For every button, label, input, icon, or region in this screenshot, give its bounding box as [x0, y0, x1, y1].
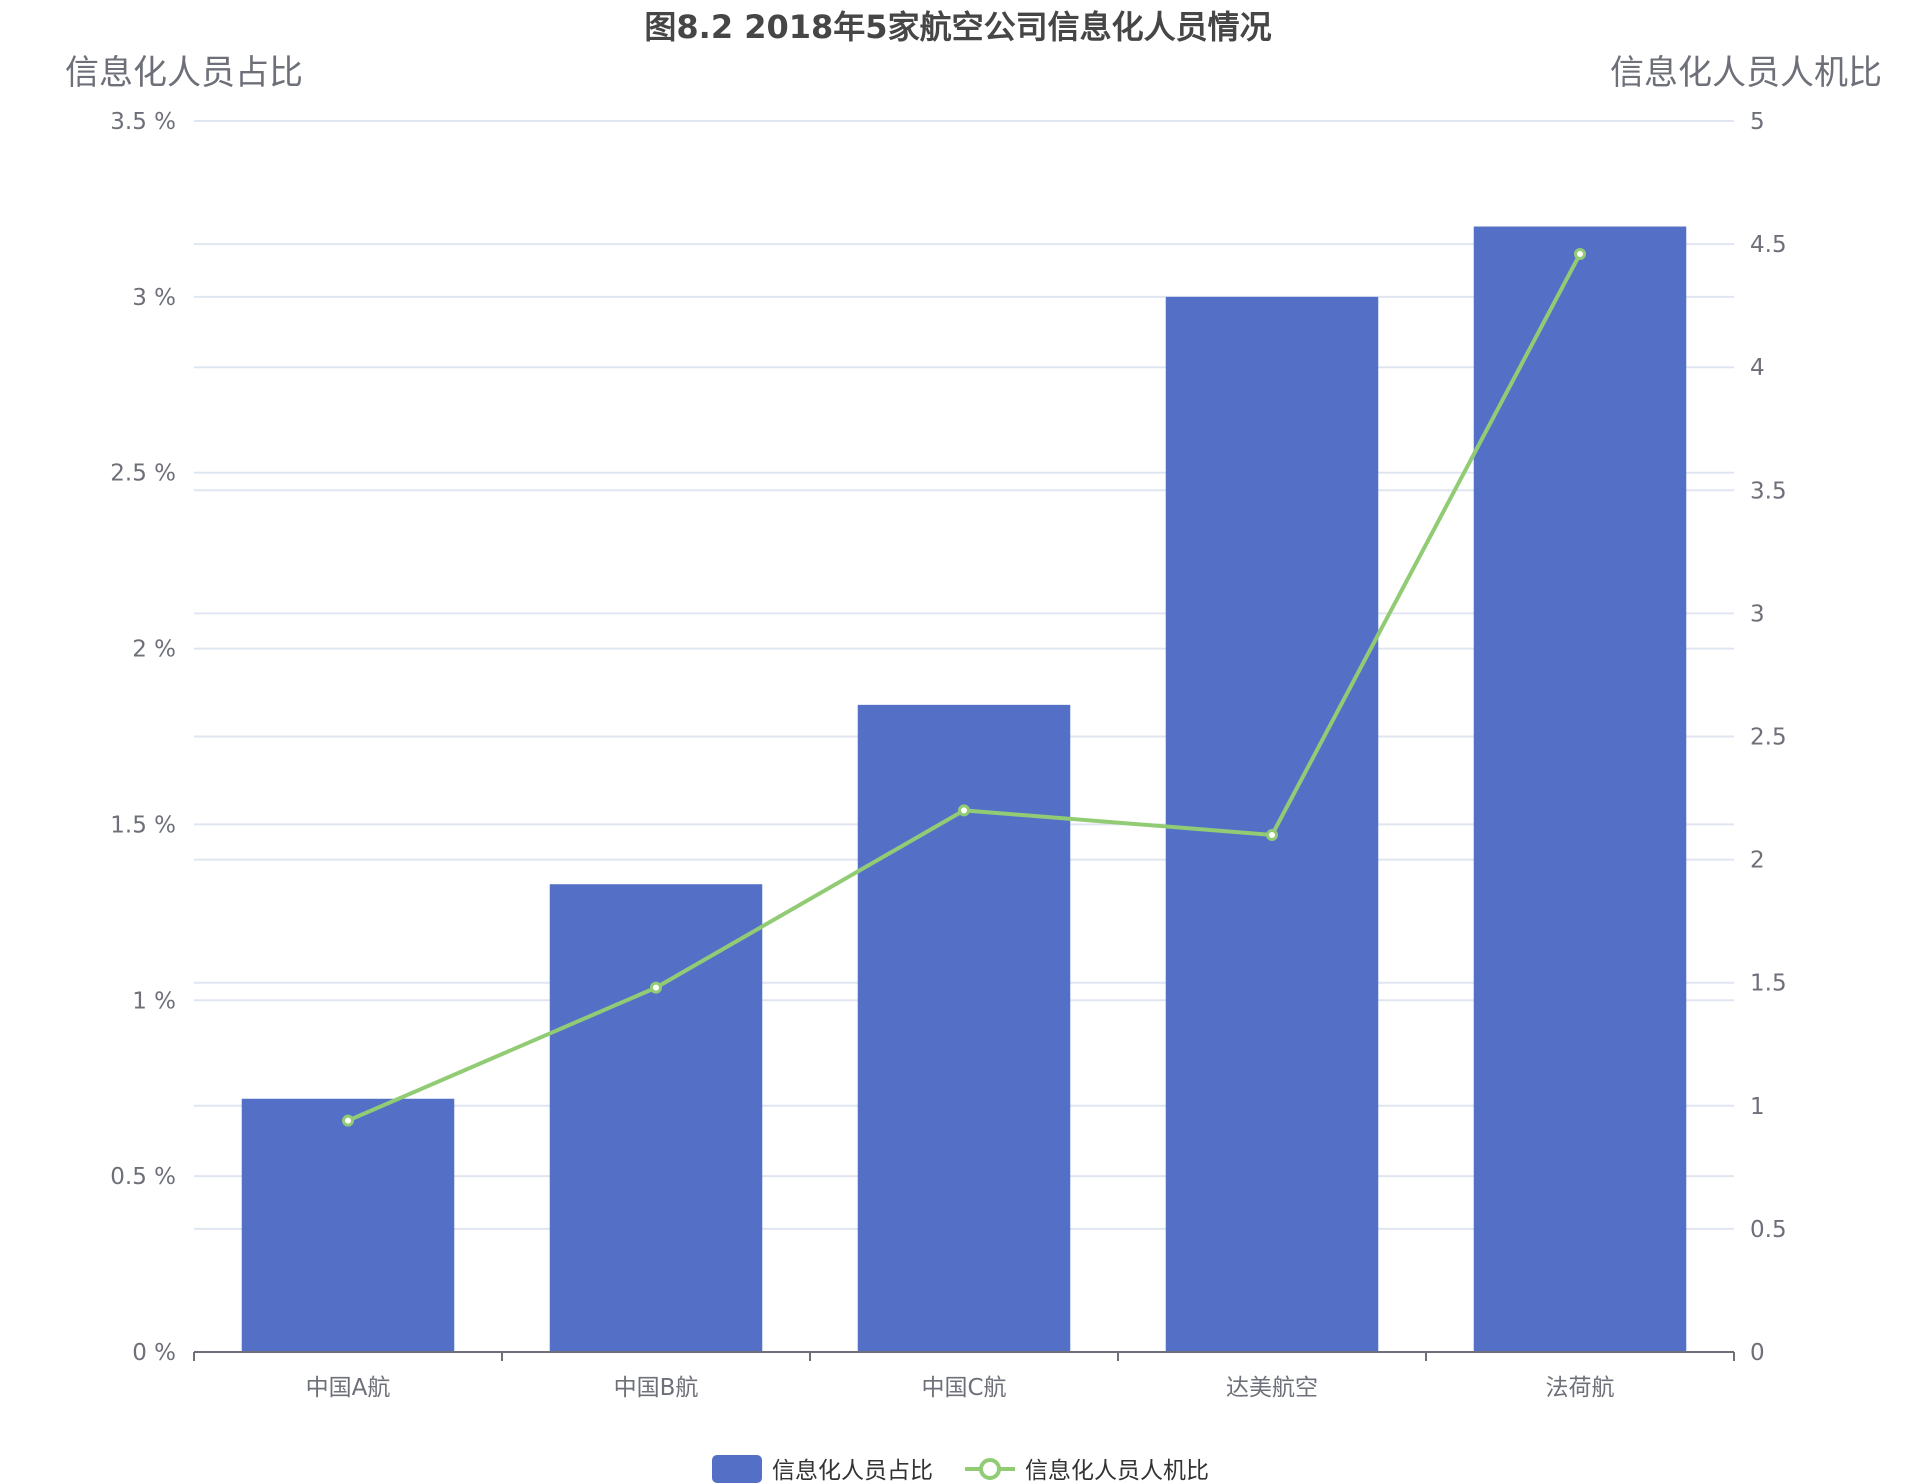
y-left-tick-label: 2 %: [132, 637, 176, 663]
bar-series[interactable]: [241, 226, 1687, 1352]
y-right-tick-label: 0.5: [1750, 1217, 1787, 1243]
x-tick-label: 中国C航: [921, 1375, 1006, 1401]
line-point[interactable]: [958, 804, 970, 817]
y-left-tick-label: 2.5 %: [110, 461, 176, 487]
x-tick-label: 中国B航: [614, 1375, 699, 1401]
legend-bar-label[interactable]: 信息化人员占比: [772, 1458, 933, 1484]
y-left-tick-label: 0.5 %: [110, 1164, 176, 1190]
line-point[interactable]: [1266, 828, 1278, 841]
y-right-tick-label: 4.5: [1750, 232, 1787, 258]
chart-title: 图8.2 2018年5家航空公司信息化人员情况: [644, 8, 1271, 46]
line-point[interactable]: [1574, 247, 1586, 260]
legend[interactable]: 信息化人员占比 信息化人员人机比: [712, 1455, 1209, 1484]
x-tick-label: 法荷航: [1546, 1375, 1615, 1401]
y-right-tick-label: 5: [1750, 109, 1765, 135]
line-series[interactable]: [342, 247, 1586, 1127]
bar[interactable]: [549, 884, 763, 1352]
y-right-tick-label: 4: [1750, 355, 1765, 381]
bar[interactable]: [857, 704, 1071, 1352]
bar[interactable]: [241, 1098, 455, 1352]
x-tick-label: 中国A航: [306, 1375, 391, 1401]
legend-line-marker[interactable]: [979, 1458, 1001, 1480]
y-right-tick-label: 2: [1750, 848, 1765, 874]
y-right-tick-label: 0: [1750, 1340, 1765, 1366]
legend-bar-swatch[interactable]: [712, 1455, 762, 1483]
axes: [193, 1351, 1735, 1361]
y-left-tick-label: 0 %: [132, 1340, 176, 1366]
bar[interactable]: [1473, 226, 1687, 1352]
y-left-tick-label: 1 %: [132, 988, 176, 1014]
y-right-tick-label: 1.5: [1750, 971, 1787, 997]
x-tick-label: 达美航空: [1226, 1375, 1318, 1401]
y-right-tick-label: 1: [1750, 1094, 1765, 1120]
y-right-tick-label: 3.5: [1750, 478, 1787, 504]
tick-labels: 0 % 0.5 % 1 % 1.5 % 2 % 2.5 % 3 % 3.5 % 0 0.5 1 1.5…: [110, 109, 1786, 1401]
y-left-tick-label: 3.5 %: [110, 109, 176, 135]
y-right-tick-label: 2.5: [1750, 725, 1787, 751]
line-point[interactable]: [342, 1114, 354, 1127]
left-axis-name: 信息化人员占比: [65, 53, 303, 93]
y-left-tick-label: 1.5 %: [110, 812, 176, 838]
bar[interactable]: [1165, 296, 1379, 1352]
right-axis-name: 信息化人员人机比: [1610, 53, 1882, 93]
legend-line-label[interactable]: 信息化人员人机比: [1025, 1458, 1209, 1484]
y-left-tick-label: 3 %: [132, 285, 176, 311]
line-point[interactable]: [650, 981, 662, 994]
y-right-tick-label: 3: [1750, 601, 1765, 627]
